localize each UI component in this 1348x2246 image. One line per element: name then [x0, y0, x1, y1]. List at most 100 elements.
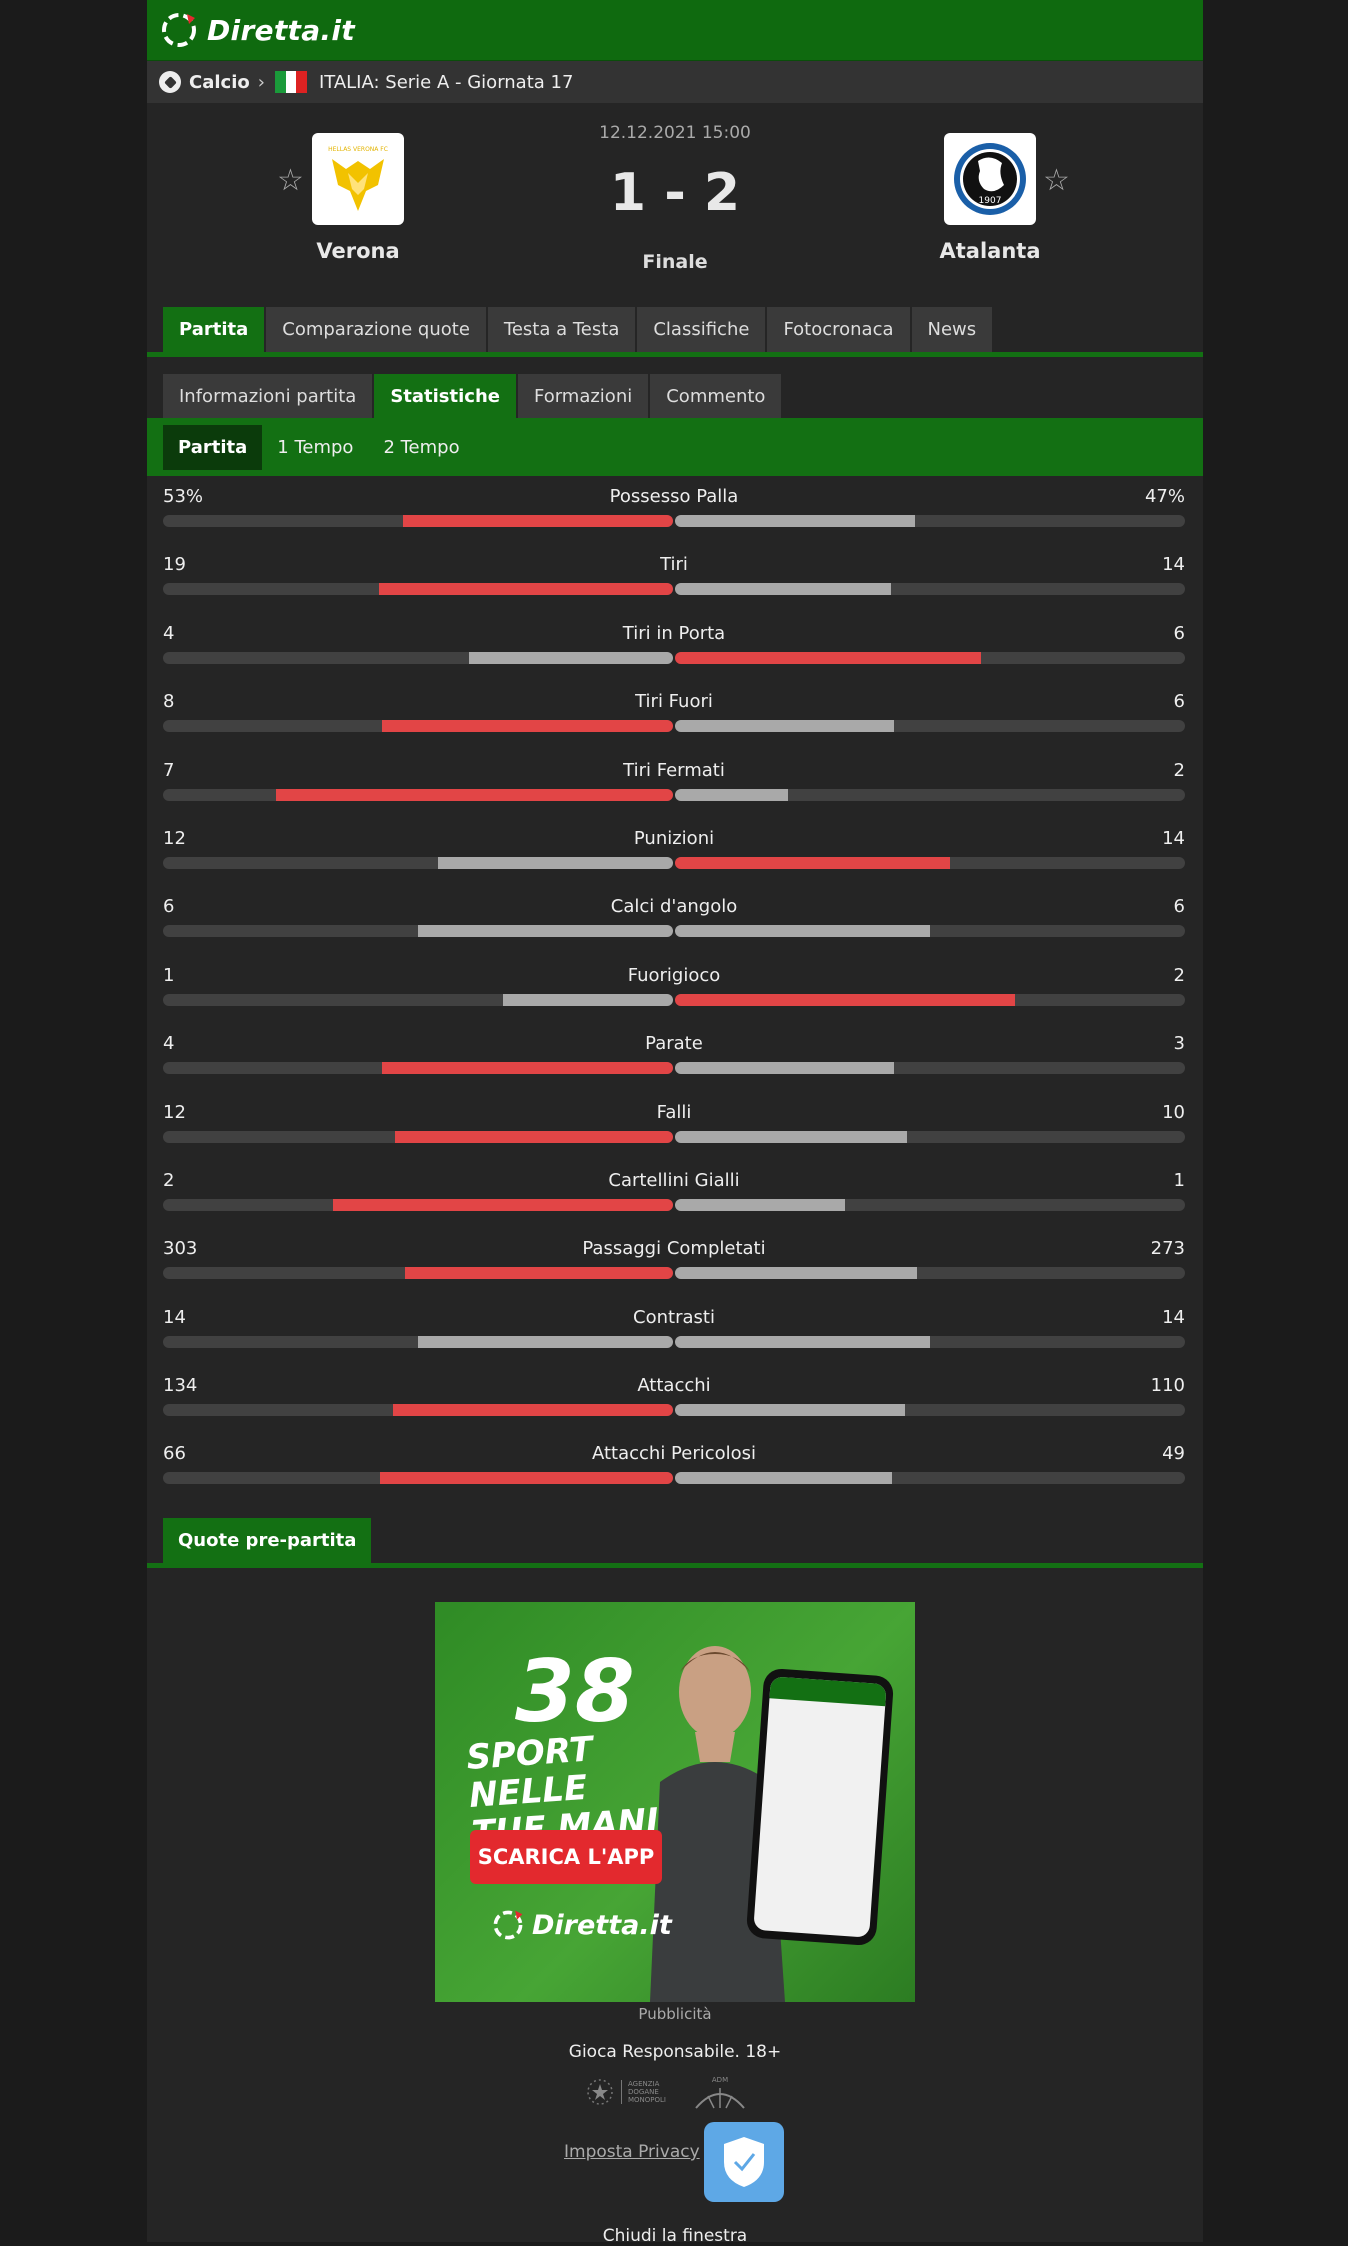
stat-home-track — [163, 720, 673, 733]
stat-away-track — [675, 993, 1185, 1006]
stat-away-track — [675, 1130, 1185, 1143]
stat-away-value: 14 — [1162, 1306, 1185, 1328]
stat-away-value: 49 — [1162, 1443, 1185, 1465]
stat-label: Attacchi Pericolosi — [591, 1443, 757, 1465]
breadcrumb-sport[interactable]: Calcio — [189, 71, 250, 93]
stat-home-bar — [379, 583, 673, 596]
favorite-away-star-icon[interactable]: ☆ — [1043, 163, 1070, 198]
breadcrumb-competition[interactable]: ITALIA: Serie A - Giornata 17 — [318, 71, 574, 93]
site-logo[interactable]: Diretta.it — [159, 10, 355, 50]
stat-home-value: 19 — [163, 554, 186, 576]
period-partita[interactable]: Partita — [163, 425, 263, 470]
app-advertisement[interactable]: 38 SPORT NELLE TUE MANI SCARICA L'APP Di… — [435, 1602, 915, 2002]
stat-away-track — [675, 583, 1185, 596]
period-1-tempo[interactable]: 1 Tempo — [277, 437, 354, 458]
stat-row: 8 Tiri Fuori 6 — [163, 685, 1185, 753]
stat-label: Falli — [656, 1101, 692, 1123]
ad-brand: Diretta.it — [490, 1907, 672, 1943]
stat-away-track — [675, 1267, 1185, 1280]
stat-away-value: 14 — [1162, 554, 1185, 576]
tabs-underline — [147, 352, 1203, 357]
odds-prematch-tab[interactable]: Quote pre-partita — [163, 1518, 372, 1563]
stat-row: 53% Possesso Palla 47% — [163, 480, 1185, 548]
sub-tabs: Informazioni partita Statistiche Formazi… — [163, 374, 783, 419]
period-2-tempo[interactable]: 2 Tempo — [383, 437, 460, 458]
tab-classifiche[interactable]: Classifiche — [637, 307, 766, 352]
stat-away-value: 110 — [1150, 1375, 1185, 1397]
stat-row: 134 Attacchi 110 — [163, 1369, 1185, 1437]
subtab-informazioni-partita[interactable]: Informazioni partita — [163, 374, 373, 419]
atalanta-crest-icon: 1907 — [944, 133, 1036, 225]
tab-news[interactable]: News — [911, 307, 993, 352]
stat-home-bar — [394, 1130, 673, 1143]
ad-number: 38 — [515, 1642, 635, 1742]
stat-away-value: 6 — [1173, 622, 1185, 644]
main-tabs: Partita Comparazione quote Testa a Testa… — [163, 307, 994, 352]
privacy-shield-button[interactable] — [704, 2122, 784, 2202]
stat-away-bar — [675, 993, 1016, 1006]
stat-row: 1 Fuorigioco 2 — [163, 959, 1185, 1027]
stat-home-bar — [503, 993, 673, 1006]
stat-row: 2 Cartellini Gialli 1 — [163, 1164, 1185, 1232]
stat-label: Attacchi — [637, 1375, 711, 1397]
stat-away-bar — [675, 925, 930, 938]
period-tabs: Partita 1 Tempo 2 Tempo — [163, 425, 475, 470]
stat-away-value: 14 — [1162, 827, 1185, 849]
privacy-settings-link[interactable]: Imposta Privacy — [564, 2142, 700, 2162]
stat-label: Tiri Fermati — [623, 759, 725, 781]
subtab-statistiche[interactable]: Statistiche — [374, 374, 516, 419]
stat-home-value: 12 — [163, 827, 186, 849]
match-datetime: 12.12.2021 15:00 — [599, 123, 751, 143]
stat-home-track — [163, 993, 673, 1006]
stat-home-bar — [418, 925, 673, 938]
stat-home-bar — [381, 720, 673, 733]
stat-home-value: 7 — [163, 759, 175, 781]
stat-row: 66 Attacchi Pericolosi 49 — [163, 1437, 1185, 1505]
stat-home-track — [163, 651, 673, 664]
stat-home-value: 6 — [163, 896, 175, 918]
stat-home-track — [163, 515, 673, 527]
match-score: 1 - 2 — [609, 163, 741, 223]
tab-testa-a-testa[interactable]: Testa a Testa — [487, 307, 636, 352]
favorite-home-star-icon[interactable]: ☆ — [277, 163, 304, 198]
stat-away-value: 3 — [1173, 1033, 1185, 1055]
stat-home-track — [163, 1472, 673, 1485]
stat-away-bar — [675, 1062, 894, 1075]
tab-comparazione-quote[interactable]: Comparazione quote — [266, 307, 486, 352]
stat-row: 14 Contrasti 14 — [163, 1301, 1185, 1369]
away-team[interactable]: 1907 Atalanta — [890, 133, 1090, 263]
stat-label: Contrasti — [633, 1306, 715, 1328]
stat-home-track — [163, 856, 673, 869]
stat-home-track — [163, 925, 673, 938]
stat-away-track — [675, 1404, 1185, 1417]
close-window-link[interactable]: Chiudi la finestra — [602, 2226, 748, 2246]
stat-away-bar — [675, 856, 950, 869]
stat-home-bar — [392, 1404, 673, 1417]
stat-away-bar — [675, 788, 789, 801]
page: Diretta.it Calcio › ITALIA: Serie A - Gi… — [147, 0, 1203, 2246]
stat-away-track — [675, 788, 1185, 801]
stat-away-value: 47% — [1144, 486, 1185, 507]
breadcrumb: Calcio › ITALIA: Serie A - Giornata 17 — [147, 61, 1203, 103]
stat-home-track — [163, 1062, 673, 1075]
period-band — [147, 418, 1203, 476]
tab-partita[interactable]: Partita — [163, 307, 265, 352]
subtab-commento[interactable]: Commento — [650, 374, 782, 419]
stat-home-track — [163, 1198, 673, 1211]
stat-away-bar — [675, 1335, 930, 1348]
stat-home-value: 8 — [163, 691, 175, 713]
stat-home-track — [163, 583, 673, 596]
stat-away-bar — [675, 1130, 907, 1143]
svg-text:1907: 1907 — [979, 196, 1002, 206]
stat-label: Passaggi Completati — [582, 1238, 766, 1260]
stat-away-track — [675, 651, 1185, 664]
subtab-formazioni[interactable]: Formazioni — [517, 374, 649, 419]
ad-download-button[interactable]: SCARICA L'APP — [470, 1830, 662, 1884]
adm-logo-icon: ADM — [695, 2076, 745, 2109]
tab-fotocronaca[interactable]: Fotocronaca — [767, 307, 910, 352]
ad-brand-logo-icon — [493, 1910, 523, 1940]
stat-home-bar — [437, 856, 673, 869]
stat-home-bar — [469, 651, 673, 664]
stat-label: Calci d'angolo — [610, 896, 738, 918]
home-team[interactable]: HELLAS VERONA FC Verona — [258, 133, 458, 263]
